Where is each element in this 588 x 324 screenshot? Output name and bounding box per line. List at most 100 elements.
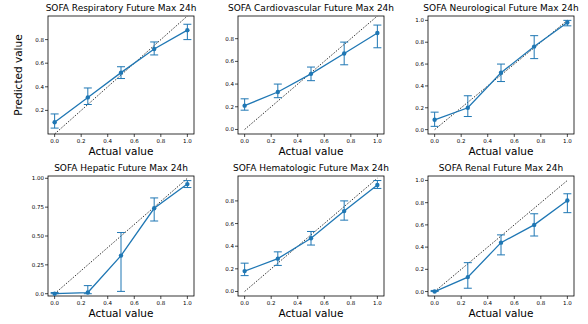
y-tick-label: 0.0: [415, 127, 424, 133]
x-tick-label: 0.0: [430, 300, 439, 306]
x-tick: [160, 296, 161, 299]
x-tick-label: 0.4: [103, 300, 112, 306]
point: [185, 28, 189, 32]
title: SOFA Cardiovascular Future Max 24h: [228, 3, 394, 13]
error-bar: [274, 84, 282, 98]
y-tick-label: 0.4: [225, 243, 234, 249]
point: [432, 289, 436, 293]
point: [532, 223, 536, 227]
x-tick: [81, 134, 82, 137]
x-tick: [134, 296, 135, 299]
error-cap: [51, 128, 59, 129]
reference-line: [55, 178, 188, 293]
error-cap: [183, 180, 191, 181]
y-tick-label: 0.0: [225, 126, 234, 132]
plot-frame: [48, 176, 194, 296]
y-tick-label: 0.2: [415, 266, 424, 272]
series-line: [435, 23, 568, 120]
y-tick-label: 0.2: [35, 107, 44, 113]
y-tick-label: 0.0: [35, 291, 44, 297]
panel: SOFA Neurological Future Max 24h0.00.20.…: [415, 3, 578, 157]
series-line: [245, 185, 378, 271]
error-cap: [464, 116, 472, 117]
error-cap: [530, 213, 538, 214]
error-cap: [274, 251, 282, 252]
title: SOFA Renal Future Max 24h: [439, 163, 563, 173]
x-label: Actual value: [469, 307, 534, 319]
point: [309, 236, 313, 240]
point: [499, 71, 503, 75]
point: [466, 106, 470, 110]
y-tick-label: 0.0: [415, 289, 424, 295]
error-cap: [307, 245, 315, 246]
y-tick-label: 0.4: [225, 81, 234, 87]
y-tick-label: 0.4: [415, 83, 424, 89]
x-tick: [461, 296, 462, 299]
x-tick: [134, 134, 135, 137]
y-tick: [235, 61, 238, 62]
title: SOFA Hematologic Future Max 24h: [233, 163, 389, 173]
plot-area: [51, 16, 192, 134]
error-cap: [307, 80, 315, 81]
y-tick: [425, 224, 428, 225]
error-cap: [530, 35, 538, 36]
error-cap: [117, 78, 125, 79]
point: [242, 269, 246, 273]
error-bar: [340, 42, 348, 65]
x-tick-label: 0.6: [130, 138, 139, 144]
plot-frame: [48, 16, 194, 134]
x-tick-label: 0.6: [130, 300, 139, 306]
error-cap: [150, 54, 158, 55]
point: [499, 240, 503, 244]
x-tick-label: 1.0: [373, 300, 382, 306]
x-tick: [187, 296, 188, 299]
error-bar: [497, 64, 505, 81]
point: [86, 290, 90, 294]
plot-area: [431, 20, 572, 129]
y-tick-label: 0.0: [225, 288, 234, 294]
panel: SOFA Renal Future Max 24h0.00.20.40.60.8…: [415, 163, 574, 319]
error-bar: [431, 112, 439, 126]
error-bar: [117, 233, 125, 292]
error-cap: [373, 180, 381, 181]
plot-frame: [238, 176, 384, 296]
x-tick-label: 1.0: [183, 300, 192, 306]
error-cap: [530, 236, 538, 237]
error-cap: [183, 24, 191, 25]
y-tick: [425, 180, 428, 181]
x-tick: [434, 134, 435, 137]
point: [276, 256, 280, 260]
point: [432, 118, 436, 122]
y-tick-label: 0.4: [35, 84, 44, 90]
error-cap: [464, 262, 472, 263]
error-bar: [373, 25, 381, 48]
x-tick-label: 0.6: [320, 300, 329, 306]
y-tick-label: 0.2: [225, 266, 234, 272]
y-tick: [425, 107, 428, 108]
y-tick-label: 0.50: [32, 233, 45, 239]
reference-line: [245, 178, 378, 291]
y-tick-label: 0.2: [415, 105, 424, 111]
plot-frame: [428, 176, 574, 296]
point: [152, 47, 156, 51]
y-tick: [235, 38, 238, 39]
error-cap: [431, 112, 439, 113]
x-tick: [567, 296, 568, 299]
y-tick-label: 0.6: [415, 61, 424, 67]
x-tick: [487, 134, 488, 137]
point: [52, 291, 56, 295]
y-tick: [425, 291, 428, 292]
x-tick: [187, 134, 188, 137]
error-cap: [340, 200, 348, 201]
plot-frame: [238, 16, 384, 134]
x-tick-label: 0.4: [103, 138, 112, 144]
error-cap: [497, 234, 505, 235]
x-tick-label: 0.6: [510, 138, 519, 144]
y-tick: [235, 84, 238, 85]
x-tick: [514, 134, 515, 137]
y-tick: [45, 207, 48, 208]
y-tick: [45, 236, 48, 237]
error-cap: [241, 263, 249, 264]
y-tick-label: 0.4: [415, 244, 424, 250]
x-tick-label: 0.2: [267, 138, 276, 144]
